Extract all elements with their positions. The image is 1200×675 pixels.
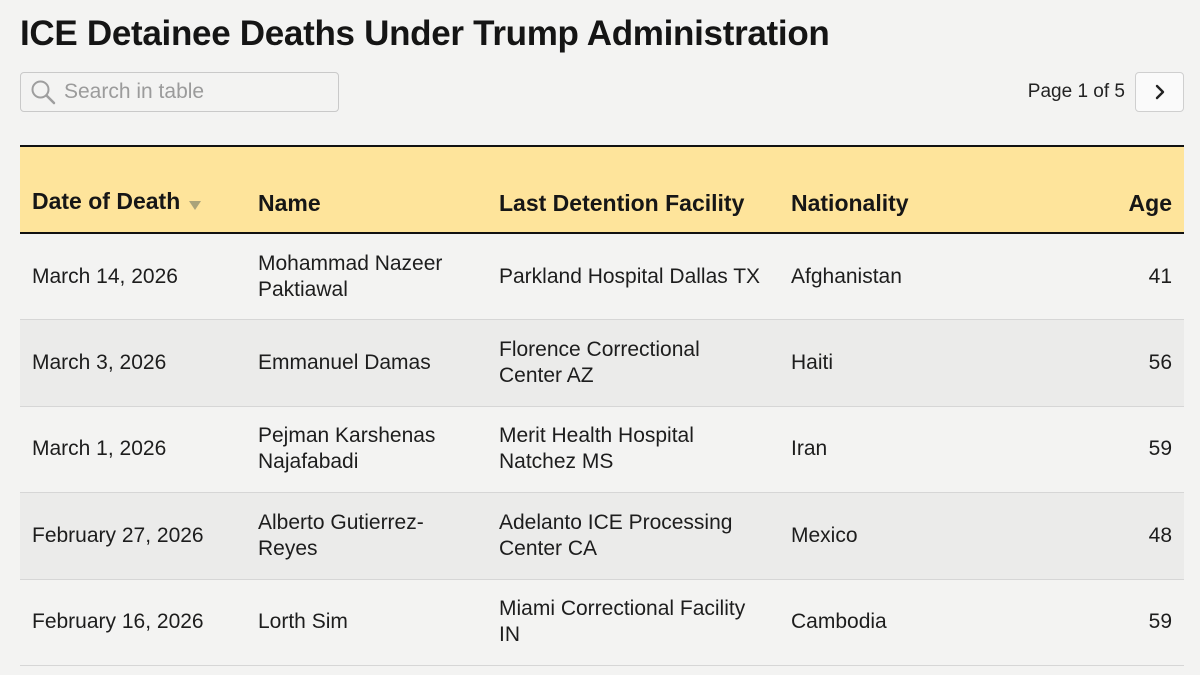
cell-nationality: Mexico xyxy=(791,523,858,547)
page-title: ICE Detainee Deaths Under Trump Administ… xyxy=(20,14,830,53)
column-header-label: Date of Death xyxy=(32,188,181,215)
table-row: March 3, 2026 Emmanuel Damas Florence Co… xyxy=(20,319,1184,406)
table-header-row: Date of Death Name Last Detention Facili… xyxy=(20,145,1184,234)
cell-name: Emmanuel Damas xyxy=(258,350,431,374)
cell-age: 59 xyxy=(1148,610,1172,634)
column-header-age[interactable]: Age xyxy=(1079,145,1184,234)
cell-facility: Miami Correctional Facility IN xyxy=(499,597,746,647)
cell-facility: Merit Health Hospital Natchez MS xyxy=(499,424,694,474)
chevron-right-icon xyxy=(1155,84,1164,100)
cell-date: February 16, 2026 xyxy=(32,610,204,634)
cell-nationality: Haiti xyxy=(791,350,834,374)
sort-descending-icon xyxy=(188,189,202,217)
cell-age: 48 xyxy=(1148,523,1172,547)
cell-name: Pejman Karshenas Najafabadi xyxy=(258,424,436,474)
cell-date: March 14, 2026 xyxy=(32,264,178,288)
cell-age: 59 xyxy=(1148,437,1172,461)
next-page-button[interactable] xyxy=(1135,72,1184,112)
table-row: March 1, 2026 Pejman Karshenas Najafabad… xyxy=(20,406,1184,493)
cell-name: Mohammad Nazeer Paktiawal xyxy=(258,251,443,301)
cell-date: February 27, 2026 xyxy=(32,523,204,547)
cell-nationality: Cambodia xyxy=(791,610,887,634)
cell-age: 56 xyxy=(1148,350,1172,374)
column-header-facility[interactable]: Last Detention Facility xyxy=(487,145,779,234)
cell-nationality: Afghanistan xyxy=(791,264,902,288)
deaths-table: Date of Death Name Last Detention Facili… xyxy=(20,145,1184,666)
column-header-nationality[interactable]: Nationality xyxy=(779,145,1079,234)
table-row: February 16, 2026 Lorth Sim Miami Correc… xyxy=(20,579,1184,666)
cell-facility: Parkland Hospital Dallas TX xyxy=(499,264,761,288)
cell-name: Lorth Sim xyxy=(258,610,348,634)
cell-date: March 3, 2026 xyxy=(32,350,167,374)
column-header-date[interactable]: Date of Death xyxy=(20,145,246,234)
search-input[interactable] xyxy=(64,80,324,104)
table-row: February 27, 2026 Alberto Gutierrez-Reye… xyxy=(20,492,1184,579)
search-box[interactable] xyxy=(20,72,339,112)
page-indicator: Page 1 of 5 xyxy=(1027,81,1125,102)
cell-facility: Florence Correctional Center AZ xyxy=(499,337,700,387)
cell-nationality: Iran xyxy=(791,437,828,461)
cell-facility: Adelanto ICE Processing Center CA xyxy=(499,510,733,560)
search-icon xyxy=(28,77,58,107)
pagination: Page 1 of 5 xyxy=(1028,72,1184,112)
cell-age: 41 xyxy=(1148,264,1172,288)
table-row: March 14, 2026 Mohammad Nazeer Paktiawal… xyxy=(20,233,1184,320)
column-header-name[interactable]: Name xyxy=(246,145,487,234)
cell-date: March 1, 2026 xyxy=(32,437,167,461)
cell-name: Alberto Gutierrez-Reyes xyxy=(258,510,424,560)
